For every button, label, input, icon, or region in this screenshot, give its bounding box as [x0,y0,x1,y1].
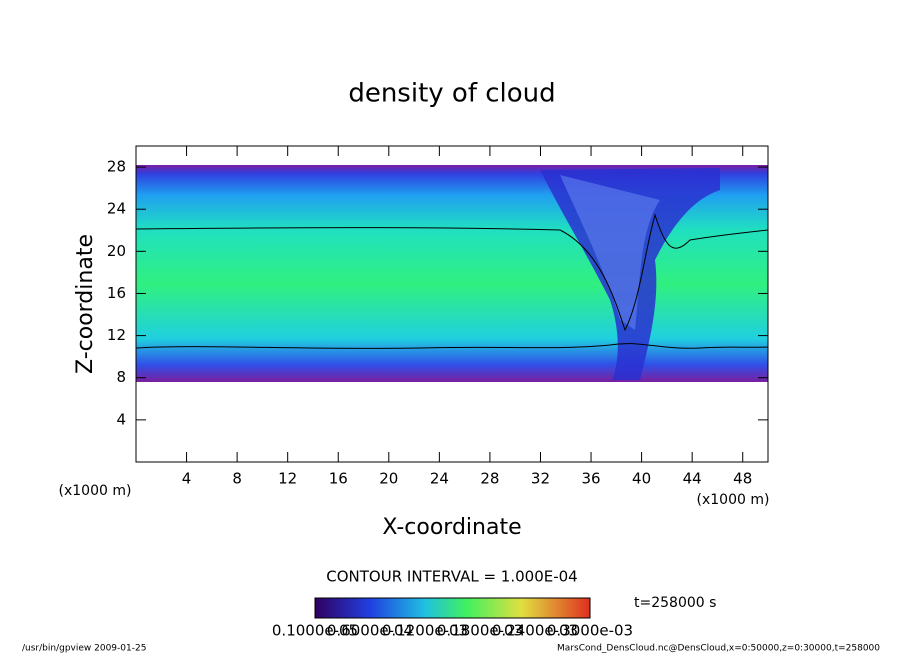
colorbar [314,597,591,619]
x-axis-label: X-coordinate [382,515,521,540]
y-tick-label: 16 [107,284,126,302]
colorbar-label: 0.6000e-04 [327,622,413,640]
x-tick-label: 44 [683,470,702,488]
footer-right: MarsCond_DensCloud.nc@DensCloud,x=0:5000… [557,644,880,654]
footer-left: /usr/bin/gpview 2009-01-25 [22,644,146,654]
colorbar-label: 0.1800e-03 [437,622,523,640]
x-tick-label: 4 [182,470,192,488]
x-unit: (x1000 m) [697,492,770,508]
colorbar-label: 0.1000e-05 [272,622,358,640]
y-tick-label: 4 [116,410,126,428]
chart-title: density of cloud [348,79,555,109]
x-tick-label: 48 [733,470,752,488]
y-unit: (x1000 m) [59,483,132,499]
x-tick-label: 32 [531,470,550,488]
x-tick-label: 28 [480,470,499,488]
y-tick-label: 8 [116,368,126,386]
time-label: t=258000 s [634,595,716,611]
colorbar-label: 0.1200e-03 [382,622,468,640]
x-tick-label: 12 [278,470,297,488]
y-tick-label: 28 [107,158,126,176]
y-tick-label: 20 [107,242,126,260]
x-tick-label: 24 [430,470,449,488]
x-tick-label: 40 [632,470,651,488]
colorbar-label: 0.2400e-03 [492,622,578,640]
plot-frame [135,145,769,463]
x-tick-label: 8 [232,470,242,488]
x-tick-label: 20 [379,470,398,488]
contour-interval: CONTOUR INTERVAL = 1.000E-04 [326,568,577,586]
x-tick-label: 36 [581,470,600,488]
colorbar-label: 0.3000e-03 [547,622,633,640]
x-tick-label: 16 [329,470,348,488]
y-tick-label: 24 [107,200,126,218]
y-tick-label: 12 [107,326,126,344]
y-axis-label: Z-coordinate [73,234,98,374]
density-field [135,165,769,382]
